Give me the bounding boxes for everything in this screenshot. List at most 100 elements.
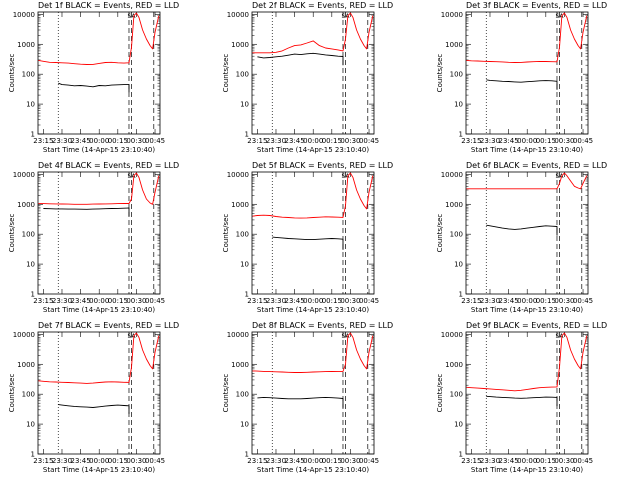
x-tick-label: 00:15: [536, 137, 556, 145]
y-tick-label: 1: [31, 291, 35, 299]
y-tick-label: 1: [245, 291, 249, 299]
x-tick-label: 00:15: [322, 137, 342, 145]
saa-annotation: SA: [341, 173, 350, 180]
plot-frame: [251, 331, 375, 455]
y-tick-label: 1: [31, 131, 35, 139]
y-axis-label: Counts/sec: [436, 214, 444, 253]
y-tick-label: 10000: [227, 331, 249, 339]
plot-frame: [37, 171, 161, 295]
panel-1: Det 1f BLACK = Events, RED = LLD 1 10 100 10…: [8, 1, 179, 154]
y-tick-label: 10000: [441, 331, 463, 339]
y-axis-label: Counts/sec: [222, 214, 230, 253]
series-line-lld: [38, 332, 160, 384]
y-tick-label: 100: [22, 391, 35, 399]
y-tick-label: 1000: [17, 201, 35, 209]
x-tick-label: 23:45: [499, 297, 519, 305]
y-tick-label: 10000: [227, 11, 249, 19]
y-tick-label: 1000: [445, 201, 463, 209]
x-tick-label: 00:00: [303, 297, 323, 305]
y-tick-label: 100: [450, 391, 463, 399]
x-tick-label: 23:15: [461, 297, 481, 305]
series-line-lld: [252, 12, 374, 54]
x-tick-label: 23:30: [480, 457, 500, 465]
x-tick-label: 23:30: [52, 137, 72, 145]
x-axis-label: Start Time (14-Apr-15 23:10:40): [471, 306, 583, 314]
plot-frame: [251, 171, 375, 295]
y-axis-label: Counts/sec: [8, 374, 16, 413]
panel-title: Det 1f BLACK = Events, RED = LLD: [38, 1, 179, 10]
saa-annotation: SA: [127, 333, 136, 340]
y-tick-label: 10: [26, 261, 35, 269]
x-tick-label: 23:15: [33, 297, 53, 305]
y-tick-label: 1: [459, 131, 463, 139]
y-tick-label: 100: [236, 391, 249, 399]
x-tick-label: 23:30: [266, 457, 286, 465]
x-tick-label: 23:45: [71, 457, 91, 465]
plot-frame: [37, 11, 161, 135]
y-tick-label: 1: [245, 131, 249, 139]
x-axis-label: Start Time (14-Apr-15 23:10:40): [43, 146, 155, 154]
plot-frame: [465, 171, 589, 295]
x-tick-label: 00:00: [89, 137, 109, 145]
series-line-lld: [466, 12, 588, 63]
x-tick-label: 23:15: [247, 297, 267, 305]
x-tick-label: 00:00: [89, 297, 109, 305]
panel-8: Det 8f BLACK = Events, RED = LLD 1 10 100 10…: [222, 321, 393, 474]
y-tick-label: 100: [450, 231, 463, 239]
x-tick-label: 00:45: [359, 137, 379, 145]
x-tick-label: 23:45: [499, 137, 519, 145]
x-tick-label: 23:30: [52, 297, 72, 305]
x-tick-label: 23:15: [247, 457, 267, 465]
x-tick-label: 23:45: [71, 137, 91, 145]
series-line-lld: [252, 172, 374, 219]
x-tick-label: 00:45: [573, 297, 593, 305]
x-tick-label: 23:45: [285, 297, 305, 305]
y-tick-label: 100: [22, 231, 35, 239]
saa-annotation: SA: [341, 333, 350, 340]
y-tick-label: 100: [22, 71, 35, 79]
y-tick-label: 10: [240, 421, 249, 429]
y-axis-label: Counts/sec: [8, 214, 16, 253]
x-tick-label: 00:15: [322, 457, 342, 465]
x-tick-label: 00:30: [554, 137, 574, 145]
y-tick-label: 10: [26, 101, 35, 109]
plot-frame: [251, 11, 375, 135]
y-tick-label: 1000: [445, 361, 463, 369]
x-axis-label: Start Time (14-Apr-15 23:10:40): [257, 146, 369, 154]
y-tick-label: 1000: [231, 201, 249, 209]
x-tick-label: 00:45: [359, 457, 379, 465]
panel-2: Det 2f BLACK = Events, RED = LLD 1 10 100 10…: [222, 1, 393, 154]
x-axis-label: Start Time (14-Apr-15 23:10:40): [471, 146, 583, 154]
x-tick-label: 23:15: [33, 137, 53, 145]
x-tick-label: 00:30: [340, 137, 360, 145]
series-line-events: [58, 404, 130, 414]
x-tick-label: 00:00: [303, 457, 323, 465]
x-tick-label: 00:15: [536, 457, 556, 465]
y-tick-label: 1000: [17, 41, 35, 49]
panel-5: Det 5f BLACK = Events, RED = LLD 1 10 100 10…: [222, 161, 393, 314]
x-tick-label: 23:30: [52, 457, 72, 465]
x-tick-label: 00:15: [108, 457, 128, 465]
series-line-lld: [38, 12, 160, 65]
y-axis-label: Counts/sec: [222, 374, 230, 413]
y-tick-label: 10: [240, 101, 249, 109]
x-tick-label: 00:30: [554, 457, 574, 465]
saa-annotation: SA: [555, 333, 564, 340]
panel-9: Det 9f BLACK = Events, RED = LLD 1 10 100 10…: [436, 321, 607, 474]
x-tick-label: 00:45: [573, 137, 593, 145]
y-tick-label: 100: [236, 231, 249, 239]
x-tick-label: 23:15: [461, 137, 481, 145]
plot-frame: [465, 11, 589, 135]
x-tick-label: 00:30: [126, 457, 146, 465]
x-tick-label: 00:00: [517, 297, 537, 305]
y-tick-label: 1000: [231, 41, 249, 49]
x-axis-label: Start Time (14-Apr-15 23:10:40): [43, 306, 155, 314]
x-tick-label: 23:30: [266, 297, 286, 305]
y-axis-label: Counts/sec: [436, 374, 444, 413]
x-tick-label: 00:15: [536, 297, 556, 305]
x-tick-label: 00:00: [303, 137, 323, 145]
saa-annotation: SA: [127, 173, 136, 180]
y-tick-label: 10: [26, 421, 35, 429]
y-tick-label: 10000: [441, 171, 463, 179]
